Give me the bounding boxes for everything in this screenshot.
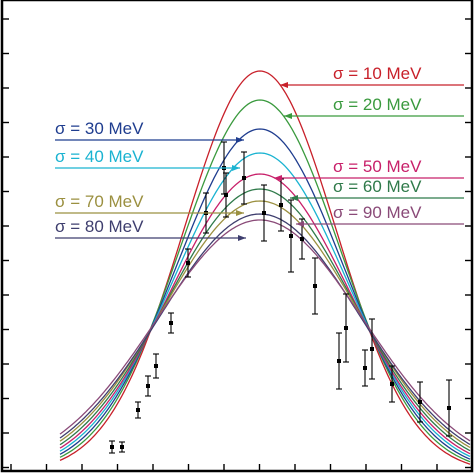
annotation-series-7: σ = 70 MeV xyxy=(55,192,244,216)
marker xyxy=(418,400,422,404)
curve-series-8 xyxy=(59,213,471,446)
series-label: σ = 50 MeV xyxy=(333,157,422,176)
data-point xyxy=(336,332,342,390)
series-label: σ = 30 MeV xyxy=(55,119,144,138)
data-point xyxy=(261,184,267,242)
curve-series-4 xyxy=(59,152,471,458)
marker xyxy=(344,326,348,330)
data-point xyxy=(119,441,125,453)
curve-series-3 xyxy=(59,128,471,460)
data-point xyxy=(312,257,318,315)
annotation-arrowhead xyxy=(284,113,292,119)
annotation-series-8: σ = 80 MeV xyxy=(55,217,246,241)
series-annotations: σ = 10 MeV σ = 20 MeV σ = 30 MeV σ = 40 MeV… xyxy=(55,64,464,241)
data-point xyxy=(288,199,294,273)
data-point xyxy=(446,379,452,437)
data-point xyxy=(109,440,115,454)
annotation-series-2: σ = 20 MeV xyxy=(284,95,464,119)
data-point xyxy=(185,248,191,278)
data-point xyxy=(343,293,349,363)
annotation-series-5: σ = 50 MeV xyxy=(274,157,464,181)
marker xyxy=(186,261,190,265)
annotation-arrowhead xyxy=(274,175,282,181)
marker xyxy=(300,237,304,241)
annotation-series-3: σ = 30 MeV xyxy=(55,119,244,143)
series-label: σ = 60 MeV xyxy=(333,177,422,196)
curve-series-9 xyxy=(59,219,471,442)
marker xyxy=(279,203,283,207)
annotation-series-9: σ = 90 MeV xyxy=(296,203,464,227)
marker xyxy=(136,408,140,412)
curve-series-5 xyxy=(59,173,471,455)
marker xyxy=(313,284,317,288)
marker xyxy=(370,347,374,351)
annotation-series-6: σ = 60 MeV xyxy=(290,177,464,201)
curve-series-2 xyxy=(59,99,471,463)
marker xyxy=(262,211,266,215)
series-label: σ = 10 MeV xyxy=(333,64,422,83)
marker xyxy=(337,359,341,363)
marker xyxy=(169,321,173,325)
annotation-series-4: σ = 40 MeV xyxy=(55,147,240,171)
annotation-arrowhead xyxy=(232,165,240,171)
data-point xyxy=(278,178,284,232)
annotation-arrowhead xyxy=(290,195,298,201)
curve-series-7 xyxy=(59,200,471,449)
data-point xyxy=(145,375,151,397)
series-label: σ = 40 MeV xyxy=(55,147,144,166)
marker xyxy=(224,193,228,197)
marker xyxy=(390,382,394,386)
data-point xyxy=(168,312,174,334)
series-label: σ = 90 MeV xyxy=(333,203,422,222)
series-label: σ = 80 MeV xyxy=(55,217,144,236)
axis-ticks xyxy=(2,18,472,471)
annotation-arrowhead xyxy=(238,235,246,241)
data-point xyxy=(417,381,423,423)
annotation-series-1: σ = 10 MeV xyxy=(280,64,464,88)
data-point xyxy=(389,365,395,403)
marker xyxy=(363,366,367,370)
measured-points xyxy=(109,141,452,454)
annotation-arrowhead xyxy=(280,82,288,88)
data-point xyxy=(135,401,141,419)
marker xyxy=(289,234,293,238)
marker xyxy=(146,384,150,388)
data-point xyxy=(362,349,368,387)
data-point xyxy=(223,172,229,218)
marker xyxy=(447,406,451,410)
data-point xyxy=(241,151,247,205)
annotation-arrowhead xyxy=(236,210,244,216)
series-label: σ = 70 MeV xyxy=(55,192,144,211)
series-label: σ = 20 MeV xyxy=(333,95,422,114)
annotation-arrowhead xyxy=(296,221,304,227)
marker xyxy=(242,176,246,180)
marker xyxy=(154,364,158,368)
annotation-arrowhead xyxy=(236,137,244,143)
marker xyxy=(120,445,124,449)
marker xyxy=(110,445,114,449)
curve-series-1 xyxy=(59,70,471,465)
data-point xyxy=(369,318,375,380)
curve-series-6 xyxy=(59,188,471,452)
data-point xyxy=(153,353,159,379)
